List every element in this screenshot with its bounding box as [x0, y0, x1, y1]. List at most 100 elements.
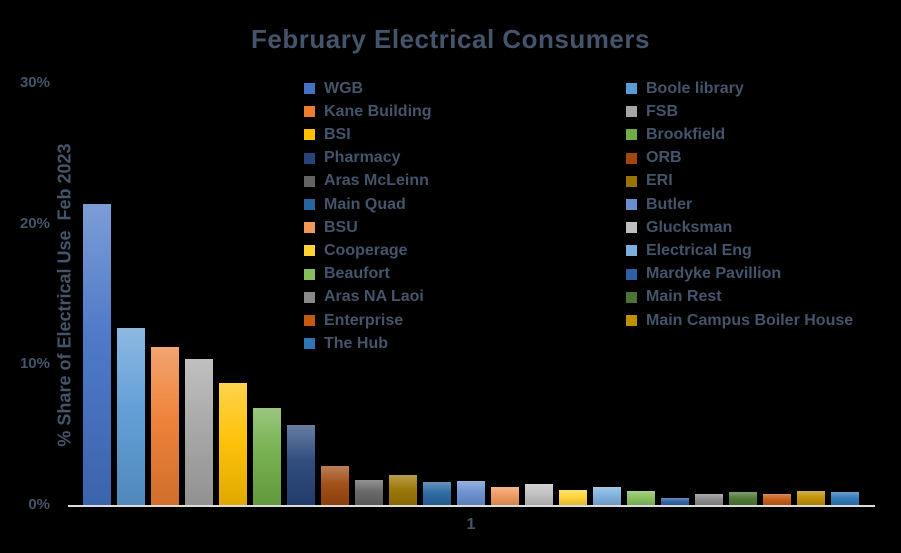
bar-brookfield[interactable] [253, 408, 281, 505]
legend-label: ORB [646, 149, 682, 167]
bar-bsi[interactable] [219, 383, 247, 505]
bar-kane-building[interactable] [151, 347, 179, 505]
bar-orb[interactable] [321, 466, 349, 505]
bar-butler[interactable] [457, 481, 485, 505]
legend-swatch-icon [626, 291, 637, 303]
legend-swatch-icon [304, 315, 315, 326]
x-category-label: 1 [466, 516, 476, 533]
bar-beaufort[interactable] [627, 491, 655, 505]
legend-item-kane-building[interactable]: Kane Building [304, 101, 432, 122]
legend-item-eri[interactable]: ERI [626, 171, 673, 192]
bar-boole-library[interactable] [117, 328, 145, 505]
legend-label: Electrical Eng [646, 241, 752, 259]
chart-title: February Electrical Consumers [251, 24, 650, 54]
bar-the-hub[interactable] [831, 492, 859, 505]
legend-label: BSI [324, 125, 351, 143]
legend-label: Glucksman [646, 218, 733, 236]
legend-swatch-icon [304, 152, 315, 164]
legend-swatch-icon [304, 338, 315, 350]
legend-item-enterprise[interactable]: Enterprise [304, 310, 403, 331]
legend-item-bsu[interactable]: BSU [304, 217, 358, 238]
bar-eri[interactable] [389, 475, 417, 505]
legend-swatch-icon [304, 222, 315, 234]
legend-label: Beaufort [324, 265, 390, 283]
bar-main-campus-boiler-house[interactable] [797, 491, 825, 505]
bar-mardyke-pavillion[interactable] [661, 498, 689, 505]
bar-aras-na-laoi[interactable] [695, 494, 723, 505]
legend-item-pharmacy[interactable]: Pharmacy [304, 148, 401, 169]
legend-swatch-icon [304, 106, 315, 118]
legend-label: Main Rest [646, 288, 722, 306]
legend-swatch-icon [626, 222, 637, 234]
legend-swatch-icon [304, 199, 315, 210]
bar-bsu[interactable] [491, 487, 519, 505]
legend-item-mardyke-pavillion[interactable]: Mardyke Pavillion [626, 264, 781, 285]
bar-electrical-eng[interactable] [593, 487, 621, 505]
legend-swatch-icon [626, 268, 637, 280]
legend-item-aras-na-laoi[interactable]: Aras NA Laoi [304, 287, 424, 308]
legend-swatch-icon [304, 129, 315, 141]
legend-label: Butler [646, 195, 693, 213]
legend-swatch-icon [626, 199, 637, 210]
legend-label: Aras McLeinn [324, 172, 429, 190]
bar-aras-mcleinn[interactable] [355, 480, 383, 505]
legend-label: Boole library [646, 79, 744, 97]
legend-swatch-icon [626, 315, 637, 326]
bar-main-quad[interactable] [423, 482, 451, 505]
legend-swatch-icon [304, 175, 315, 187]
bar-glucksman[interactable] [525, 484, 553, 505]
bar-main-rest[interactable] [729, 492, 757, 505]
legend-swatch-icon [626, 129, 637, 141]
legend-item-main-rest[interactable]: Main Rest [626, 287, 722, 308]
legend-swatch-icon [626, 83, 637, 94]
legend-swatch-icon [626, 152, 637, 164]
y-tick-label: 20% [19, 214, 50, 232]
legend-swatch-icon [304, 83, 315, 94]
legend-swatch-icon [304, 268, 315, 280]
legend-item-wgb[interactable]: WGB [304, 78, 363, 99]
legend-label: WGB [324, 79, 364, 97]
legend-item-glucksman[interactable]: Glucksman [626, 217, 732, 238]
legend-item-beaufort[interactable]: Beaufort [304, 264, 390, 285]
legend-item-aras-mcleinn[interactable]: Aras McLeinn [304, 171, 429, 192]
legend-item-main-quad[interactable]: Main Quad [304, 194, 406, 215]
legend-swatch-icon [304, 245, 315, 257]
legend-label: Kane Building [324, 102, 432, 120]
bar-pharmacy[interactable] [287, 425, 315, 505]
legend-label: Mardyke Pavillion [646, 265, 782, 283]
legend-label: Enterprise [324, 311, 404, 329]
legend-item-orb[interactable]: ORB [626, 148, 682, 169]
legend-item-boole-library[interactable]: Boole library [626, 78, 744, 99]
legend-swatch-icon [304, 291, 315, 303]
legend-label: Main Quad [324, 195, 406, 213]
bar-enterprise[interactable] [763, 494, 791, 505]
legend-swatch-icon [626, 245, 637, 257]
legend-swatch-icon [626, 106, 637, 118]
x-axis-line [68, 505, 875, 507]
y-tick-label: 0% [28, 496, 50, 513]
legend-item-bsi[interactable]: BSI [304, 124, 351, 145]
legend-item-electrical-eng[interactable]: Electrical Eng [626, 240, 752, 261]
legend-item-the-hub[interactable]: The Hub [304, 333, 388, 354]
legend-label: Cooperage [324, 241, 408, 259]
legend-item-cooperage[interactable]: Cooperage [304, 240, 408, 261]
legend-label: FSB [646, 102, 678, 120]
legend-item-fsb[interactable]: FSB [626, 101, 678, 122]
bar-wgb[interactable] [83, 204, 111, 505]
legend-swatch-icon [626, 175, 637, 187]
legend-label: Main Campus Boiler House [646, 311, 854, 329]
legend-label: BSU [324, 218, 358, 236]
legend-label: ERI [646, 172, 673, 190]
y-tick-label: 10% [19, 355, 50, 373]
y-axis-title: % Share of Electrical Use Feb 2023 [54, 143, 75, 447]
bar-cooperage[interactable] [559, 490, 587, 505]
legend-label: The Hub [324, 334, 388, 352]
bar-fsb[interactable] [185, 359, 213, 505]
legend-label: Aras NA Laoi [324, 288, 424, 306]
legend-item-main-campus-boiler-house[interactable]: Main Campus Boiler House [626, 310, 853, 331]
legend-label: Pharmacy [324, 149, 401, 167]
legend-item-butler[interactable]: Butler [626, 194, 692, 215]
legend-label: Brookfield [646, 125, 726, 143]
legend-item-brookfield[interactable]: Brookfield [626, 124, 725, 145]
